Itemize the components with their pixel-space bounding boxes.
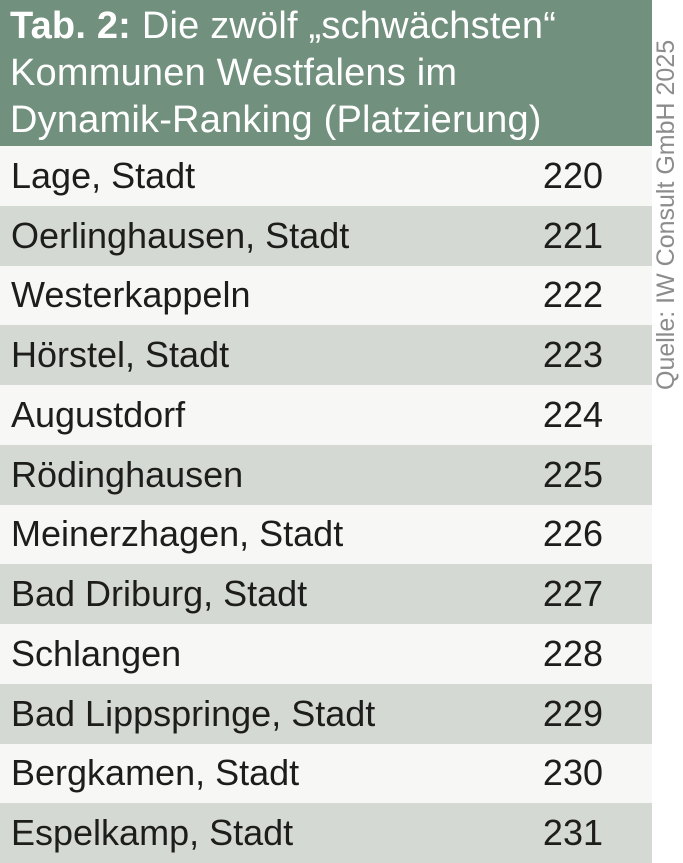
rank-value: 224: [542, 393, 603, 435]
table-row: Augustdorf 224: [0, 385, 652, 445]
rank-value: 222: [542, 274, 603, 316]
municipality-name: Bad Lippspringe, Stadt: [11, 692, 376, 734]
rank-value: 220: [542, 154, 603, 196]
municipality-name: Westerkappeln: [11, 274, 251, 316]
municipality-name: Rödinghausen: [11, 453, 244, 495]
table-number-tag: Tab. 2:: [10, 5, 132, 47]
municipality-name: Augustdorf: [11, 393, 186, 435]
table-row: Bad Lippspringe, Stadt 229: [0, 683, 652, 744]
table-row: Lage, Stadt 220: [0, 146, 652, 206]
table-row: Oerlinghausen, Stadt 221: [0, 205, 652, 266]
rank-value: 229: [542, 692, 603, 734]
source-caption: Quelle: IW Consult GmbH 2025: [652, 39, 680, 390]
table-row: Meinerzhagen, Stadt 226: [0, 504, 652, 565]
table-row: Espelkamp, Stadt 231: [0, 803, 652, 863]
municipality-name: Schlangen: [11, 632, 182, 674]
rank-value: 228: [542, 632, 603, 674]
municipality-name: Bergkamen, Stadt: [11, 752, 300, 794]
municipality-name: Oerlinghausen, Stadt: [11, 214, 350, 256]
municipality-name: Hörstel, Stadt: [11, 334, 230, 376]
table-title: Tab. 2: Die zwölf „schwächsten“ Kommunen…: [0, 0, 652, 146]
ranking-table: Tab. 2: Die zwölf „schwächsten“ Kommunen…: [0, 0, 652, 863]
rank-value: 231: [542, 812, 603, 854]
rank-value: 226: [542, 513, 603, 555]
municipality-name: Lage, Stadt: [11, 154, 196, 196]
table-title-line-3: Dynamik-Ranking (Platzierung): [10, 99, 542, 141]
table-row: Westerkappeln 222: [0, 265, 652, 326]
municipality-name: Meinerzhagen, Stadt: [11, 513, 344, 555]
rank-value: 221: [542, 214, 603, 256]
table-title-text-1: Die zwölf „schwächsten“: [141, 5, 557, 47]
municipality-name: Espelkamp, Stadt: [11, 812, 294, 854]
table-row: Rödinghausen 225: [0, 444, 652, 505]
table-title-line-1: Tab. 2: Die zwölf „schwächsten“: [10, 3, 640, 50]
rank-value: 230: [542, 752, 603, 794]
table-row: Bad Driburg, Stadt 227: [0, 564, 652, 624]
table-row: Schlangen 228: [0, 624, 652, 684]
rank-value: 225: [542, 453, 603, 495]
table-title-line-2: Kommunen Westfalens im: [10, 52, 458, 94]
table-row: Hörstel, Stadt 223: [0, 325, 652, 385]
rank-value: 227: [542, 573, 603, 615]
ranking-table-body: Lage, Stadt 220 Oerlinghausen, Stadt 221…: [0, 146, 652, 863]
table-row: Bergkamen, Stadt 230: [0, 743, 652, 804]
municipality-name: Bad Driburg, Stadt: [11, 573, 308, 615]
rank-value: 223: [542, 334, 603, 376]
